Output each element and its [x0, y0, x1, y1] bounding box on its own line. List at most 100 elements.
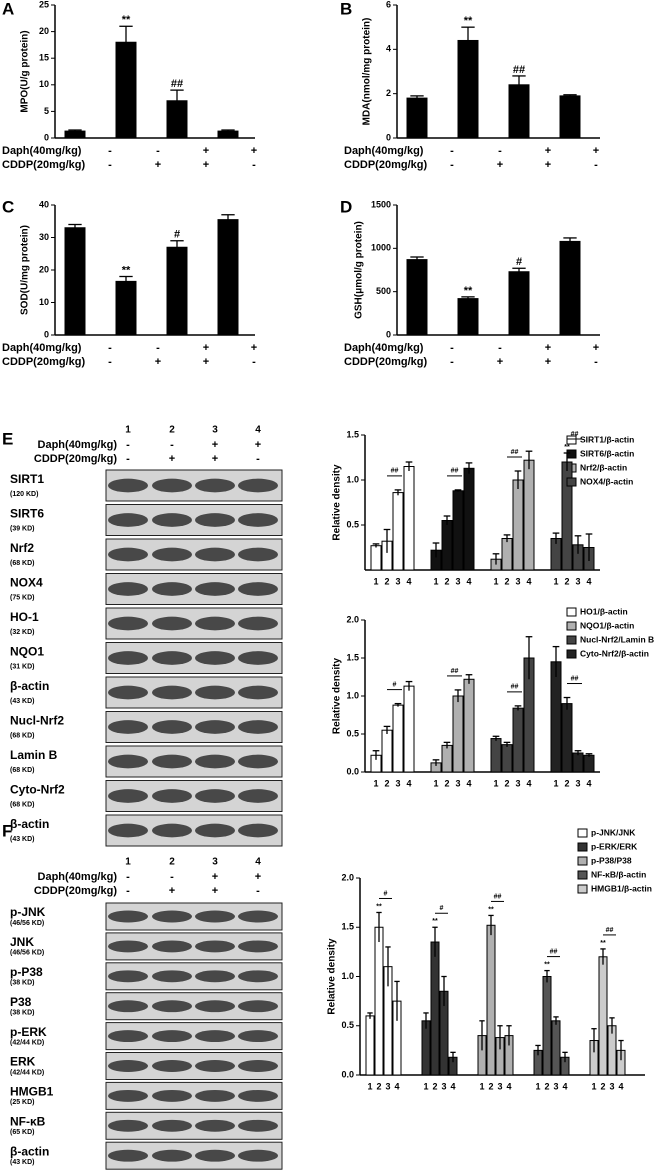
treatment-label: CDDP(20mg/kg)	[34, 453, 117, 465]
legend-label: p-JNK/JNK	[591, 827, 636, 837]
x-tick-label: 2	[564, 778, 569, 788]
treatment-sign: +	[497, 356, 503, 368]
x-tick-label: 4	[466, 778, 471, 788]
blot-band	[195, 754, 235, 769]
blot-band	[108, 720, 148, 734]
bar	[381, 729, 393, 773]
protein-name: NQO1	[10, 645, 44, 659]
y-tick-label: 2.0	[346, 614, 359, 624]
bar	[365, 1015, 375, 1076]
x-tick-label: 1	[591, 1081, 596, 1091]
bar	[457, 39, 479, 139]
blot-band	[108, 1089, 148, 1102]
x-tick-label: 4	[406, 778, 411, 788]
x-tick-label: 4	[406, 576, 411, 586]
bar	[551, 1020, 561, 1076]
y-tick-label: 40	[39, 199, 49, 209]
treatment-sign: +	[545, 145, 551, 157]
blot-band	[195, 547, 235, 562]
protein-size: (65 KD)	[10, 1129, 35, 1136]
blot-band	[108, 1149, 148, 1162]
blot-band	[238, 1089, 278, 1102]
bracket-label: ##	[511, 449, 519, 456]
blot-band	[238, 616, 278, 631]
y-tick-label: 1000	[371, 243, 391, 253]
bar	[512, 707, 524, 773]
protein-size: (42/44 KD)	[10, 1039, 44, 1046]
protein-size: (120 KD)	[10, 491, 38, 498]
treatment-sign: -	[594, 356, 598, 368]
significance-label: **	[544, 961, 550, 968]
y-tick-label: 30	[39, 232, 49, 242]
x-tick-label: 2	[376, 1081, 381, 1091]
bracket-label: ##	[571, 675, 579, 682]
bar	[561, 703, 573, 773]
treatment-label: CDDP(20mg/kg)	[344, 356, 427, 368]
protein-name: β-actin	[10, 679, 49, 693]
legend-label: NF-κB/β-actin	[591, 869, 646, 879]
treatment-label: CDDP(20mg/kg)	[2, 356, 85, 368]
protein-size: (46/56 KD)	[10, 950, 44, 957]
bar	[166, 246, 188, 336]
protein-name: HO-1	[10, 610, 39, 624]
y-tick-label: 2.0	[341, 872, 354, 882]
treatment-label: Daph(40mg/kg)	[2, 342, 82, 354]
y-tick-label: 10	[39, 79, 49, 89]
blot-band	[108, 685, 148, 700]
blot-band	[238, 970, 278, 983]
blot-band	[108, 1060, 148, 1072]
x-tick-label: 1	[493, 576, 498, 586]
blot-band	[195, 1000, 235, 1013]
bracket-label: #	[384, 890, 388, 897]
protein-name: Cyto-Nrf2	[10, 783, 65, 797]
x-tick-label: 1	[479, 1081, 484, 1091]
y-tick-label: 6	[386, 0, 391, 9]
panel-label: D	[340, 197, 352, 216]
legend-swatch	[577, 842, 588, 852]
protein-name: p-JNK	[10, 905, 46, 919]
significance-label: **	[376, 903, 382, 910]
legend-label: SIRT1/β-actin	[580, 434, 634, 444]
x-tick-label: 2	[444, 576, 449, 586]
protein-name: JNK	[10, 935, 34, 949]
treatment-sign: -	[450, 159, 454, 171]
y-tick-label: 2	[386, 88, 391, 98]
x-tick-label: 1	[433, 778, 438, 788]
lane-number: 1	[125, 425, 131, 436]
x-tick-label: 2	[488, 1081, 493, 1091]
significance-label: **	[464, 285, 473, 297]
treatment-sign: +	[203, 356, 209, 368]
bar	[572, 752, 584, 773]
bar	[559, 240, 581, 336]
x-tick-label: 3	[395, 576, 400, 586]
legend-label: p-P38/P38	[591, 855, 632, 865]
blot-band	[195, 823, 235, 838]
x-tick-label: 1	[373, 778, 378, 788]
bar	[392, 492, 404, 571]
y-tick-label: 1.0	[341, 971, 354, 981]
x-tick-label: 4	[466, 576, 471, 586]
protein-name: β-actin	[10, 1144, 49, 1158]
treatment-sign: +	[255, 871, 261, 883]
protein-size: (32 KD)	[10, 629, 35, 636]
legend-swatch	[577, 870, 588, 880]
blot-band	[195, 1089, 235, 1102]
x-tick-label: 4	[562, 1081, 567, 1091]
blot-band	[152, 789, 192, 803]
y-axis-label: SOD(U/mg protein)	[20, 225, 31, 315]
y-tick-label: 1.5	[346, 652, 359, 662]
blot-band	[152, 970, 192, 983]
treatment-sign: +	[169, 885, 175, 897]
x-tick-label: 3	[455, 778, 460, 788]
y-axis-label: Relative density	[332, 464, 343, 541]
x-tick-label: 1	[367, 1081, 372, 1091]
treatment-label: Daph(40mg/kg)	[344, 342, 424, 354]
blot-band	[152, 754, 192, 769]
treatment-sign: -	[256, 885, 260, 897]
protein-size: (75 KD)	[10, 594, 35, 601]
x-tick-label: 2	[504, 576, 509, 586]
treatment-sign: +	[203, 342, 209, 354]
legend-swatch	[566, 435, 577, 445]
bar	[490, 738, 502, 773]
